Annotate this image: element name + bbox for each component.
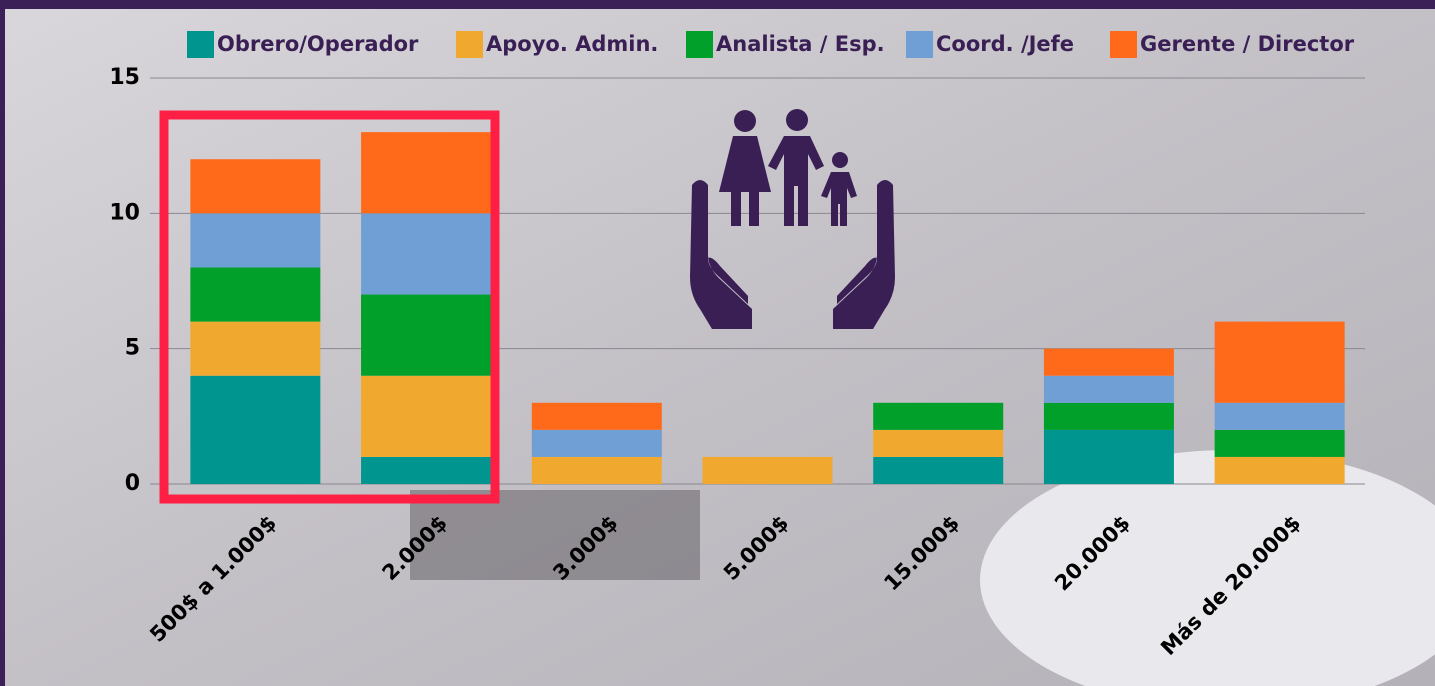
bar-segment [1214, 456, 1345, 484]
bar-segment [1043, 375, 1174, 403]
y-tick-label: 5 [125, 336, 140, 361]
bar-segment [1043, 348, 1174, 376]
y-tick-label: 0 [125, 471, 140, 496]
legend-swatch [1110, 31, 1137, 58]
legend-swatch [686, 31, 713, 58]
background-shape [980, 450, 1435, 686]
bar-segment [361, 294, 492, 376]
bar-segment [190, 321, 321, 376]
bar-segment [190, 213, 321, 268]
y-tick-label: 10 [109, 200, 140, 225]
bar-segment [1214, 402, 1345, 430]
legend-swatch [187, 31, 214, 58]
legend-label: Gerente / Director [1140, 32, 1355, 56]
bar-segment [531, 402, 662, 430]
bar-segment [1214, 321, 1345, 403]
bar-segment [873, 429, 1004, 457]
bar-segment [361, 456, 492, 484]
bar-segment [361, 375, 492, 457]
bar-segment [1043, 429, 1174, 484]
top-bar [0, 0, 1435, 9]
y-tick-label: 15 [109, 65, 140, 90]
bar-segment [190, 159, 321, 214]
legend-swatch [906, 31, 933, 58]
legend-label: Apoyo. Admin. [486, 32, 658, 56]
bar-segment [361, 213, 492, 295]
bar-segment [190, 267, 321, 322]
bar-segment [361, 132, 492, 214]
bar-segment [1043, 402, 1174, 430]
bar-segment [873, 402, 1004, 430]
bar-segment [873, 456, 1004, 484]
bar-segment [190, 375, 321, 484]
bar-segment [531, 456, 662, 484]
legend-label: Analista / Esp. [716, 32, 885, 56]
bar-segment [531, 429, 662, 457]
highlight-box [159, 110, 500, 504]
left-bar [0, 0, 5, 686]
legend-label: Obrero/Operador [217, 32, 419, 56]
bar-segment [702, 456, 833, 484]
bar-segment [1214, 429, 1345, 457]
legend-label: Coord. /Jefe [936, 32, 1074, 56]
background-shape [410, 490, 700, 580]
family-icon [690, 109, 895, 329]
legend-swatch [456, 31, 483, 58]
